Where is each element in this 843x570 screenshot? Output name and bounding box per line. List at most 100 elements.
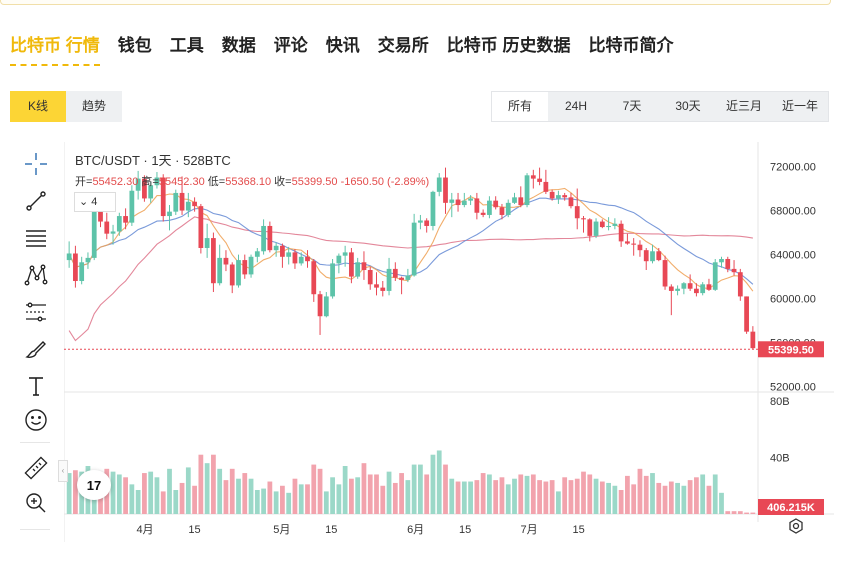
candle-body: [524, 175, 530, 206]
volume-bar: [549, 480, 555, 514]
candle-body: [66, 253, 72, 261]
candle-body: [737, 272, 743, 297]
top-banner-edge: [0, 0, 831, 5]
volume-bar: [254, 490, 260, 514]
prediction-icon[interactable]: [18, 296, 54, 328]
candle-body: [556, 195, 561, 199]
chart-canvas[interactable]: 72000.0068000.0064000.0060000.0056000.00…: [64, 142, 834, 542]
nav-item-7[interactable]: 比特币 历史数据: [446, 35, 571, 55]
tradingview-logo[interactable]: 17: [77, 470, 111, 500]
crosshair-icon[interactable]: [18, 148, 54, 180]
ma-line-pink: [68, 216, 753, 342]
volume-bar: [650, 473, 655, 514]
candle-body: [248, 256, 254, 275]
candle-body: [292, 252, 298, 264]
volume-bar: [160, 491, 166, 514]
nav-item-3[interactable]: 数据: [221, 35, 256, 55]
volume-tag-bg: [758, 499, 824, 515]
volume-bar: [386, 471, 392, 514]
trendline-icon[interactable]: [18, 185, 54, 217]
candle-body: [367, 270, 373, 285]
volume-bar: [242, 473, 248, 514]
range-2[interactable]: 7天: [622, 99, 642, 113]
price-tick-label: 52000.00: [770, 382, 816, 394]
range-4[interactable]: 近三月: [725, 99, 762, 113]
volume-bar: [530, 474, 536, 514]
candlestick-chart[interactable]: 72000.0068000.0064000.0060000.0056000.00…: [58, 142, 834, 542]
candle-body: [223, 257, 229, 265]
collapse-toolbar-button[interactable]: ‹: [58, 460, 68, 482]
candle-body: [719, 258, 724, 263]
volume-tick-label: 80B: [770, 396, 790, 408]
high-value: 55452.30: [158, 176, 205, 188]
volume-bar: [505, 484, 511, 514]
candle-body: [418, 220, 423, 223]
volume-bar: [449, 478, 455, 514]
volume-bar: [574, 478, 580, 514]
nav-item-6[interactable]: 交易所: [377, 35, 429, 55]
price-tick-label: 68000.00: [770, 206, 816, 218]
candle-body: [625, 241, 630, 244]
candle-body: [311, 261, 317, 295]
candle-body: [405, 275, 411, 280]
toolbar-divider: [20, 442, 50, 443]
pattern-icon[interactable]: [18, 259, 54, 291]
volume-bar: [286, 492, 292, 514]
zoom-in-icon[interactable]: [18, 487, 54, 519]
toolbar-divider: [20, 529, 50, 530]
volume-bar: [668, 481, 674, 514]
candle-body: [135, 178, 141, 191]
text-icon[interactable]: [18, 370, 54, 402]
nav-item-5[interactable]: 快讯: [325, 35, 360, 55]
candle-body: [280, 245, 285, 257]
candle-body: [179, 192, 185, 211]
candle-body: [468, 198, 473, 201]
kline-tab[interactable]: K线: [10, 91, 66, 122]
candle-body: [85, 257, 91, 263]
nav-item-0[interactable]: 比特币 行情: [10, 31, 100, 66]
range-1[interactable]: 24H: [564, 99, 587, 113]
volume-bar: [662, 485, 668, 514]
time-tick-label: 15: [459, 524, 471, 536]
candle-body: [430, 191, 436, 226]
candle-body: [380, 287, 386, 291]
candle-body: [399, 277, 404, 280]
nav-item-8[interactable]: 比特币简介: [588, 35, 674, 55]
volume-bar: [731, 511, 737, 514]
candle-body: [254, 251, 260, 257]
range-3[interactable]: 30天: [675, 99, 701, 113]
volume-bar: [430, 454, 436, 514]
price-tag-bg: [758, 341, 824, 358]
main-nav: 比特币 行情 钱包 工具 数据 评论 快讯 交易所 比特币 历史数据 比特币简介: [10, 29, 691, 66]
candle-body: [336, 255, 342, 264]
volume-bar: [185, 467, 191, 514]
close-value: 55399.50: [291, 176, 338, 188]
fib-retracement-icon[interactable]: [18, 222, 54, 254]
volume-bar: [173, 490, 179, 514]
nav-item-1[interactable]: 钱包: [117, 35, 152, 55]
candle-body: [242, 260, 248, 275]
emoji-icon[interactable]: [18, 404, 54, 436]
nav-item-4[interactable]: 评论: [273, 35, 308, 55]
time-tick-label: 6月: [407, 524, 424, 536]
candle-body: [474, 198, 480, 213]
candle-body: [261, 225, 266, 252]
ruler-icon[interactable]: [18, 452, 54, 484]
range-5[interactable]: 近一年: [781, 99, 818, 113]
candle-body: [662, 260, 668, 287]
candle-body: [455, 199, 461, 206]
indicator-toggle[interactable]: ⌄ 4: [74, 192, 116, 212]
range-0[interactable]: 所有: [492, 92, 548, 121]
volume-bar: [116, 474, 122, 514]
candle-body: [349, 252, 354, 277]
candle-body: [386, 268, 392, 291]
nav-item-2[interactable]: 工具: [169, 35, 204, 55]
brush-icon[interactable]: [18, 333, 54, 365]
candle-body: [574, 206, 580, 219]
volume-bar: [618, 490, 624, 514]
trend-tab[interactable]: 趋势: [66, 91, 122, 122]
volume-bar: [543, 481, 549, 514]
candle-body: [123, 216, 128, 223]
volume-bar: [518, 474, 524, 514]
open-value: 55452.30: [92, 176, 139, 188]
